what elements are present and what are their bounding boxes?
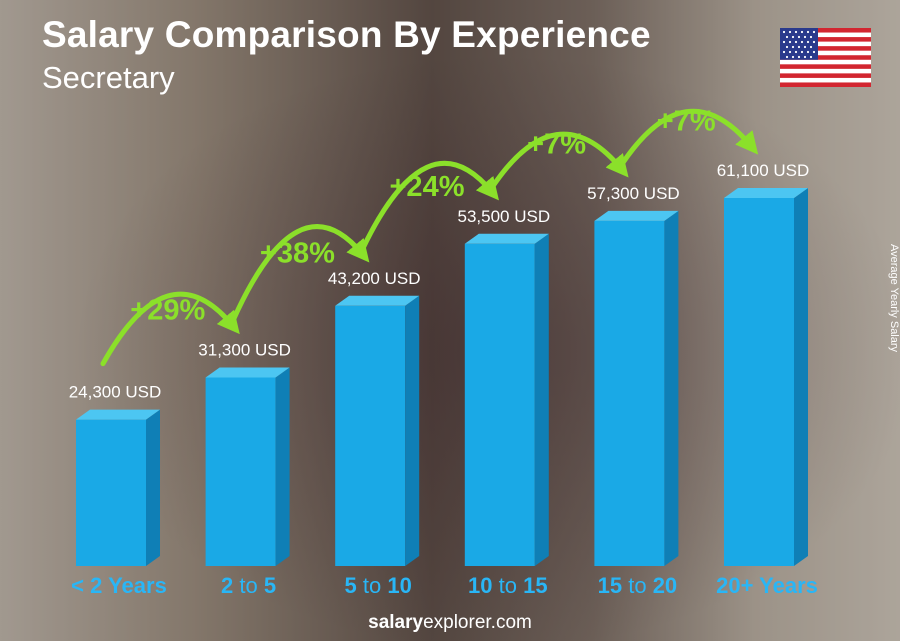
increase-arrow-0: [100, 291, 240, 367]
brand-rest: explorer.com: [423, 612, 532, 633]
value-label-5: 61,100 USD: [717, 161, 810, 180]
bar-top-3: [464, 233, 549, 244]
value-label-4: 57,300 USD: [587, 184, 680, 203]
bar-front-4: [594, 220, 665, 566]
increase-arrow-2: [359, 161, 499, 253]
increase-label-1: +38%: [260, 238, 335, 270]
bar-side-4: [664, 210, 679, 566]
bar-2: [335, 295, 420, 566]
category-label-4: 15 to 20: [598, 573, 678, 598]
bar-side-5: [794, 188, 808, 566]
category-label-5: 20+ Years: [716, 573, 818, 598]
bar-0: [76, 409, 160, 566]
bar-5: [724, 188, 808, 566]
category-label-2: 5 to 10: [345, 573, 412, 598]
bar-top-1: [205, 367, 290, 378]
bar-3: [464, 233, 549, 566]
brand-bold: salary: [368, 612, 424, 633]
bar-top-5: [724, 188, 808, 198]
bar-front-3: [464, 243, 535, 566]
increase-arrow-4: [618, 108, 759, 168]
bar-front-1: [205, 377, 276, 566]
footer-brand[interactable]: salaryexplorer.com: [0, 612, 900, 634]
bar-top-2: [335, 295, 420, 306]
increase-label-3: +7%: [527, 128, 586, 160]
value-label-0: 24,300 USD: [69, 383, 162, 402]
bar-front-0: [76, 419, 146, 566]
chart-subtitle: Secretary: [42, 60, 175, 95]
increase-label-2: +24%: [390, 171, 465, 203]
value-label-3: 53,500 USD: [457, 207, 550, 226]
chart-title: Salary Comparison By Experience: [42, 14, 651, 55]
category-label-1: 2 to 5: [221, 573, 276, 598]
bar-side-0: [146, 409, 160, 566]
bar-4: [594, 210, 679, 566]
bar-front-5: [724, 198, 794, 566]
category-label-0: < 2 Years: [71, 573, 167, 598]
y-axis-label: Average Yearly Salary: [888, 243, 900, 353]
bar-1: [205, 367, 290, 566]
bar-front-2: [335, 305, 406, 566]
value-label-2: 43,200 USD: [328, 269, 421, 288]
bar-top-4: [594, 210, 679, 221]
bar-side-2: [405, 295, 420, 566]
bar-side-3: [534, 233, 549, 566]
increase-arrow-1: [230, 224, 370, 324]
increase-label-0: +29%: [130, 295, 205, 327]
bar-side-1: [275, 367, 290, 566]
increase-arrow-3: [489, 131, 629, 191]
increase-label-4: +7%: [657, 105, 716, 137]
bar-top-0: [76, 409, 160, 420]
category-label-3: 10 to 15: [468, 573, 548, 598]
us-flag-icon: [780, 28, 871, 87]
value-label-1: 31,300 USD: [198, 340, 291, 359]
